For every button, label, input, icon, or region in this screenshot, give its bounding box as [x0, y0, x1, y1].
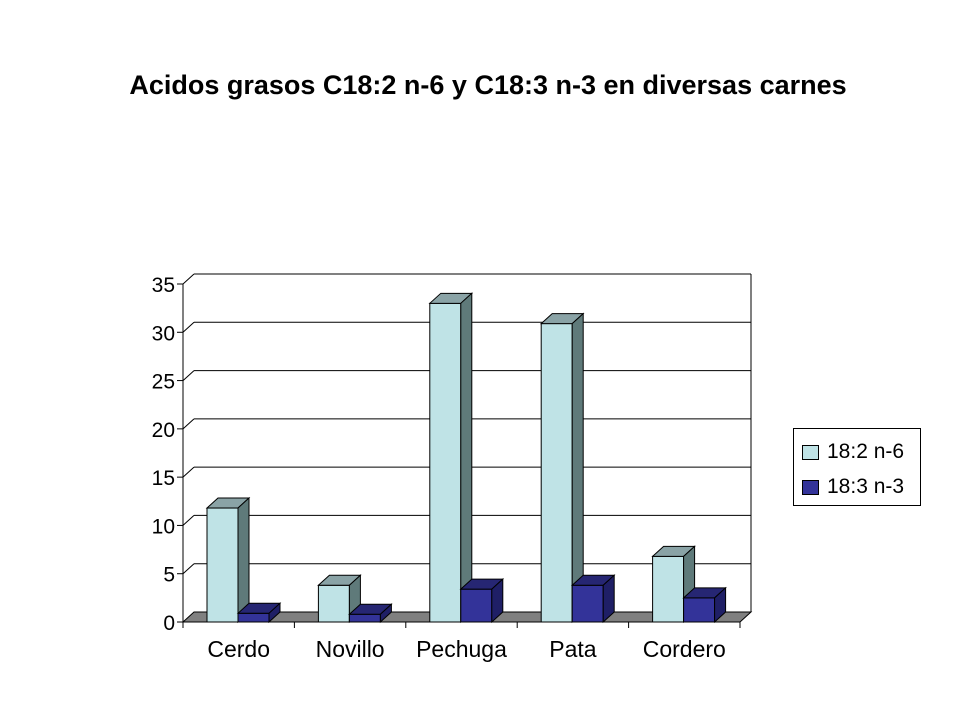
y-tick-label: 5 — [163, 564, 175, 587]
legend-label-series-1: 18:2 n-6 — [827, 440, 905, 463]
bar-cordero-series-2 — [682, 586, 727, 624]
legend: 18:2 n-6 18:3 n-3 — [793, 428, 921, 506]
y-tick-label: 10 — [152, 515, 175, 538]
y-tick-label: 15 — [152, 467, 175, 490]
y-tick-label: 20 — [152, 419, 175, 442]
bar-side — [714, 586, 727, 624]
bar-cerdo-series-1 — [205, 496, 251, 624]
bar-front — [683, 597, 716, 623]
bar-side — [379, 603, 392, 624]
bar-pechuga-series-1 — [428, 292, 474, 624]
y-tick-label: 35 — [152, 274, 175, 297]
legend-swatch-series-1 — [802, 444, 819, 460]
x-tick-label: Cerdo — [207, 636, 270, 662]
legend-item-series-2: 18:3 n-3 — [802, 474, 904, 500]
y-tick-label: 30 — [152, 322, 175, 345]
bar-pata-series-2 — [570, 574, 616, 624]
bar-side — [602, 574, 615, 624]
bar-front — [540, 323, 573, 623]
bar-front — [571, 584, 604, 623]
legend-swatch-series-2 — [802, 479, 819, 495]
bar-front — [460, 588, 493, 623]
legend-item-series-1: 18:2 n-6 — [802, 439, 904, 465]
x-tick-label: Pata — [549, 636, 597, 662]
grid-diagonal — [182, 466, 195, 478]
bar-pata-series-1 — [539, 312, 585, 624]
x-tick-label: Pechuga — [416, 636, 507, 662]
x-tick-label: Novillo — [316, 636, 385, 662]
bar-side — [491, 578, 504, 624]
bar-front — [206, 507, 239, 623]
grid-diagonal — [182, 515, 195, 526]
tick-labels: 0 5 10 15 20 25 30 35 Cerdo Novillo Pechuga Pata Cor… — [152, 274, 726, 662]
bar-front — [348, 613, 381, 623]
bar-side — [268, 602, 281, 624]
y-tick-label: 25 — [152, 371, 175, 394]
bar-side — [571, 312, 584, 624]
chart-title: Acidos grasos C18:2 n-6 y C18:3 n-3 en d… — [129, 70, 847, 100]
grid-diagonal — [182, 370, 195, 381]
bar-front — [429, 302, 462, 623]
bar-front — [237, 612, 270, 623]
bar-cerdo-series-2 — [236, 602, 282, 624]
y-tick-label: 0 — [163, 612, 175, 635]
grid-diagonal — [182, 418, 195, 430]
gridlines — [182, 273, 752, 612]
bars — [205, 292, 727, 624]
bar-side — [460, 292, 473, 624]
axes — [177, 283, 741, 628]
bar-pechuga-series-2 — [459, 578, 505, 624]
bar-side — [237, 496, 250, 624]
grid-diagonal — [182, 321, 195, 333]
legend-label-series-2: 18:3 n-3 — [827, 475, 905, 498]
x-tick-label: Cordero — [643, 636, 726, 662]
bar-front — [317, 584, 350, 623]
grid-diagonal — [182, 563, 195, 575]
bar-front — [652, 555, 685, 623]
grid-diagonal — [182, 273, 195, 285]
